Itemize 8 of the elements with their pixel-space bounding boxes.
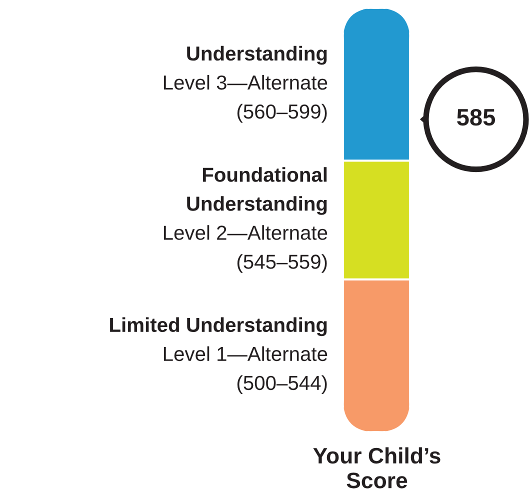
series-label: Foundational Understanding bbox=[187, 167, 327, 215]
text: Level 1—Alternate (500–544) bbox=[164, 346, 328, 394]
text: 585 bbox=[457, 108, 496, 126]
x-axis-title: Your Child’s Score bbox=[313, 447, 440, 488]
series-label: Limited Understanding bbox=[110, 317, 327, 336]
text: Level 2—Alternate (545–559) bbox=[164, 225, 328, 273]
text: Level 3—Alternate (560–599) bbox=[164, 74, 328, 123]
series-label: Understanding bbox=[187, 46, 327, 65]
